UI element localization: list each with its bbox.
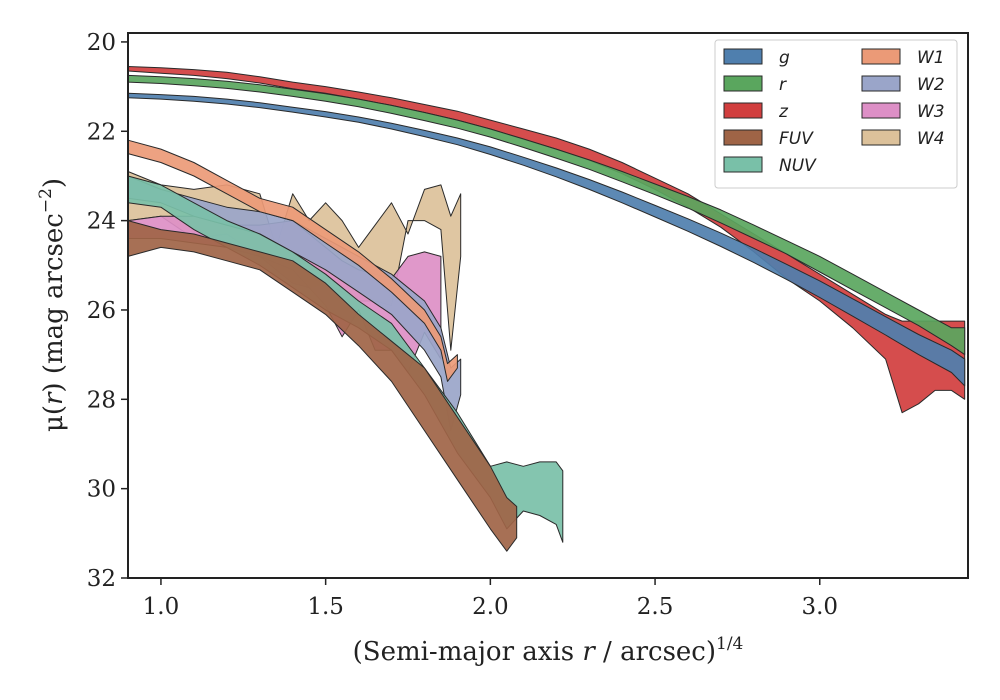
- x-tick-label: 2.5: [637, 594, 674, 620]
- band-g: [127, 92, 966, 387]
- legend-swatch-fuv: [723, 129, 763, 146]
- legend-label-w4: W4: [917, 129, 945, 149]
- legend-swatch-nuv: [723, 156, 763, 173]
- legend-label-w3: W3: [917, 102, 945, 122]
- x-tick-label: 3.0: [801, 594, 838, 620]
- band-fuv: [127, 220, 518, 552]
- y-axis-label: μ(r) (mag arcsec−2): [36, 178, 69, 432]
- x-axis-label: (Semi-major axis r / arcsec)1/4: [353, 634, 744, 667]
- legend-swatch-w3: [861, 102, 901, 119]
- legend-label-nuv: NUV: [779, 156, 817, 176]
- y-tick-label: 30: [87, 477, 116, 503]
- y-tick-label: 22: [87, 119, 116, 145]
- band-r: [127, 74, 966, 356]
- band-w1: [127, 139, 458, 382]
- legend-label-g: g: [779, 48, 790, 68]
- plot-frame: [127, 32, 969, 579]
- legend-label-fuv: FUV: [779, 129, 814, 149]
- y-tick-label: 20: [87, 30, 116, 56]
- band-layer: [127, 66, 966, 552]
- legend-swatch-g: [723, 48, 763, 65]
- legend-label-r: r: [779, 75, 787, 95]
- x-axis: 1.0 1.5 2.0 2.5 3.0: [143, 578, 838, 620]
- legend-swatch-z: [723, 102, 763, 119]
- legend-label-w1: W1: [917, 48, 945, 68]
- y-tick-label: 28: [87, 387, 116, 413]
- y-tick-label: 32: [87, 566, 116, 592]
- legend-swatch-w2: [861, 75, 901, 92]
- legend-label-w2: W2: [917, 75, 945, 95]
- legend-swatch-w1: [861, 48, 901, 65]
- legend: grz FUV NUV W1 W2 W3 W4: [714, 39, 958, 189]
- legend-swatch-w4: [861, 129, 901, 146]
- y-tick-label: 24: [87, 209, 116, 235]
- y-axis: 20 22 24 26 28 30 32: [87, 30, 128, 592]
- y-tick-label: 26: [87, 298, 116, 324]
- legend-swatch-r: [723, 75, 763, 92]
- x-tick-label: 2.0: [472, 594, 509, 620]
- x-tick-label: 1.5: [307, 594, 344, 620]
- x-tick-label: 1.0: [143, 594, 180, 620]
- legend-label-z: z: [778, 102, 789, 122]
